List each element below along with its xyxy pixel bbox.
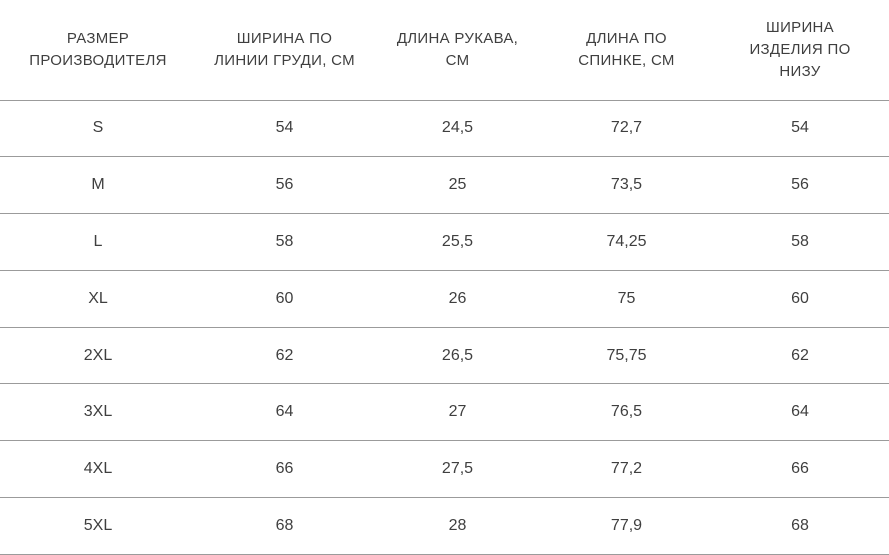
measurement-cell: 26,5	[373, 327, 542, 385]
measurement-cell: 54	[711, 100, 889, 158]
size-label-cell: 4XL	[0, 440, 196, 499]
measurement-cell: 62	[196, 327, 373, 385]
measurement-cell: 56	[196, 156, 373, 215]
measurement-cell: 60	[711, 270, 889, 328]
measurement-cell: 73,5	[542, 156, 711, 215]
size-label-cell: S	[0, 100, 196, 158]
measurement-cell: 68	[196, 497, 373, 555]
measurement-cell: 60	[196, 270, 373, 328]
measurement-cell: 54	[196, 100, 373, 158]
header-cell: ДЛИНА ПО СПИНКЕ, СМ	[542, 0, 711, 101]
measurement-cell: 68	[711, 497, 889, 555]
measurement-cell: 66	[711, 440, 889, 499]
table-row: M 56 25 73,5 56	[0, 156, 889, 215]
header-cell: ШИРИНА ПО ЛИНИИ ГРУДИ, СМ	[196, 0, 373, 101]
measurement-cell: 75	[542, 270, 711, 328]
table-row: S 54 24,5 72,7 54	[0, 100, 889, 158]
table-row: L 58 25,5 74,25 58	[0, 213, 889, 271]
measurement-cell: 56	[711, 156, 889, 215]
measurement-cell: 64	[711, 383, 889, 442]
table-row: 5XL 68 28 77,9 68	[0, 497, 889, 555]
table-row: 3XL 64 27 76,5 64	[0, 383, 889, 442]
measurement-cell: 58	[711, 213, 889, 271]
size-label-cell: L	[0, 213, 196, 271]
size-chart-header-row: РАЗМЕР ПРОИЗВОДИТЕЛЯ ШИРИНА ПО ЛИНИИ ГРУД…	[0, 0, 889, 101]
table-row: XL 60 26 75 60	[0, 270, 889, 328]
measurement-cell: 77,9	[542, 497, 711, 555]
measurement-cell: 28	[373, 497, 542, 555]
table-header-row: РАЗМЕР ПРОИЗВОДИТЕЛЯ ШИРИНА ПО ЛИНИИ ГРУД…	[0, 0, 889, 101]
size-label-cell: 5XL	[0, 497, 196, 555]
measurement-cell: 27,5	[373, 440, 542, 499]
measurement-cell: 62	[711, 327, 889, 385]
measurement-cell: 66	[196, 440, 373, 499]
measurement-cell: 76,5	[542, 383, 711, 442]
measurement-cell: 27	[373, 383, 542, 442]
size-label-cell: 2XL	[0, 327, 196, 385]
measurement-cell: 77,2	[542, 440, 711, 499]
table-row: 2XL 62 26,5 75,75 62	[0, 327, 889, 385]
size-label-cell: 3XL	[0, 383, 196, 442]
measurement-cell: 74,25	[542, 213, 711, 271]
header-cell: ШИРИНА ИЗДЕЛИЯ ПО НИЗУ	[711, 0, 889, 101]
measurement-cell: 25,5	[373, 213, 542, 271]
measurement-cell: 64	[196, 383, 373, 442]
measurement-cell: 26	[373, 270, 542, 328]
measurement-cell: 75,75	[542, 327, 711, 385]
measurement-cell: 25	[373, 156, 542, 215]
header-cell: ДЛИНА РУКАВА, СМ	[373, 0, 542, 101]
measurement-cell: 72,7	[542, 100, 711, 158]
size-chart-body: S 54 24,5 72,7 54 M 56 25 73,5 56 L 58 25,5 74,25 58 XL…	[0, 100, 889, 555]
size-label-cell: XL	[0, 270, 196, 328]
header-cell: РАЗМЕР ПРОИЗВОДИТЕЛЯ	[0, 0, 196, 101]
size-label-cell: M	[0, 156, 196, 215]
measurement-cell: 24,5	[373, 100, 542, 158]
measurement-cell: 58	[196, 213, 373, 271]
table-row: 4XL 66 27,5 77,2 66	[0, 440, 889, 499]
